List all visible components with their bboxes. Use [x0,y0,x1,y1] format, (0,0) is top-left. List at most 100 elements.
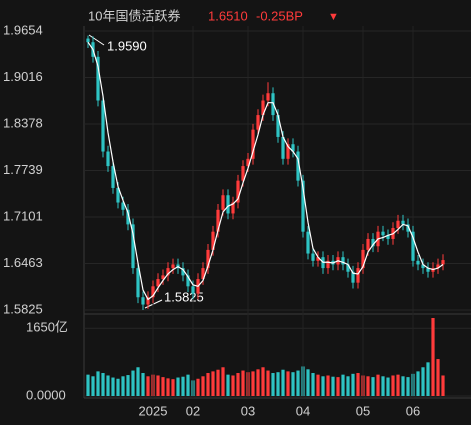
volume-bar [396,374,400,396]
volume-bar [366,376,370,396]
candle-body [96,56,100,101]
candle-body [291,144,295,152]
x-tick-label: 06 [406,403,420,418]
volume-bar [186,374,190,396]
volume-bar [426,362,430,396]
volume-bar [131,370,135,396]
annotation: 1.9590 [107,38,147,53]
candle-body [121,202,125,210]
x-tick-label: 02 [186,403,200,418]
volume-bar [381,376,385,396]
volume-bar [391,375,395,396]
ma-line [87,41,444,301]
candle-body [436,264,440,269]
chart-title: 10年国债活跃券 [88,8,180,23]
candle-body [261,100,265,116]
candle-body [421,264,425,269]
volume-bar [236,373,240,396]
volume-bar [441,375,445,396]
y-tick-label: 1.7739 [3,162,43,177]
volume-bar [181,376,185,396]
candle-body [151,286,155,298]
change: -0.25BP [256,8,303,23]
candle-body [206,249,210,269]
candle-body [396,220,400,229]
volume-bar [86,374,90,396]
volume-bar [116,378,120,396]
volume-bar [406,377,410,396]
x-tick-label: 2025 [139,403,168,418]
y-tick-label: 1.9016 [3,69,43,84]
volume-bar [146,376,150,396]
candle-body [131,224,135,269]
candle-body [306,231,310,254]
candle-body [426,268,430,272]
volume-bar [176,377,180,396]
candle-body [201,268,205,280]
candle-body [316,257,320,261]
candle-body [126,209,130,225]
candle-body [156,279,160,287]
x-tick-label: 03 [241,403,255,418]
volume-bar [271,373,275,396]
volume-bar [321,376,325,396]
y-tick-label: 0.0000 [26,387,66,402]
y-tick-label: 1.8378 [3,115,43,130]
volume-bar [356,373,360,396]
candle-body [146,297,150,305]
volume-bar [96,371,100,396]
candle-body [296,151,300,181]
candle-body [186,275,190,287]
volume-bar [291,372,295,396]
candle-body [116,187,120,203]
candle-body [441,260,445,265]
y-tick-label: 1.6463 [3,255,43,270]
candle-body [281,136,285,159]
volume-bar [101,373,105,396]
volume-bar [286,371,290,396]
candle-body [251,129,255,159]
candle-body [341,257,345,265]
volume-bar [296,370,300,396]
volume-bar [166,378,170,396]
volume-bar [231,375,235,396]
volume-bar [206,373,210,396]
volume-bar [376,374,380,396]
candle-body [161,275,165,280]
volume-bar [331,376,335,396]
volume-bar [276,372,280,396]
candle-body [401,220,405,225]
candle-body [311,253,315,261]
volume-bar [326,375,330,396]
candle-body [216,209,220,232]
candle-body [381,231,385,236]
y-tick-label: 1650亿 [26,320,68,335]
y-tick-label: 1.9654 [3,22,43,37]
candle-body [366,238,370,250]
volume-bar [161,377,165,396]
candle-body [211,231,215,250]
volume-bar [371,377,375,396]
volume-bar [416,371,420,396]
candle-body [326,260,330,269]
volume-bar [311,373,315,396]
volume-bar [91,376,95,396]
volume-bar [421,367,425,396]
candle-body [411,231,415,261]
candle-body [256,115,260,130]
x-tick-label: 05 [356,403,370,418]
candle-body [111,166,115,188]
candle-body [191,286,195,294]
volume-bar [401,376,405,396]
x-tick-label: 04 [296,403,310,418]
candle-body [406,224,410,232]
volume-bar [171,379,175,396]
y-tick-label: 1.7101 [3,208,43,223]
volume-bar [436,359,440,396]
volume-bar [281,369,285,396]
candle-body [166,268,170,276]
volume-bar [106,375,110,396]
volume-bar [216,369,220,396]
candle-body [241,166,245,181]
